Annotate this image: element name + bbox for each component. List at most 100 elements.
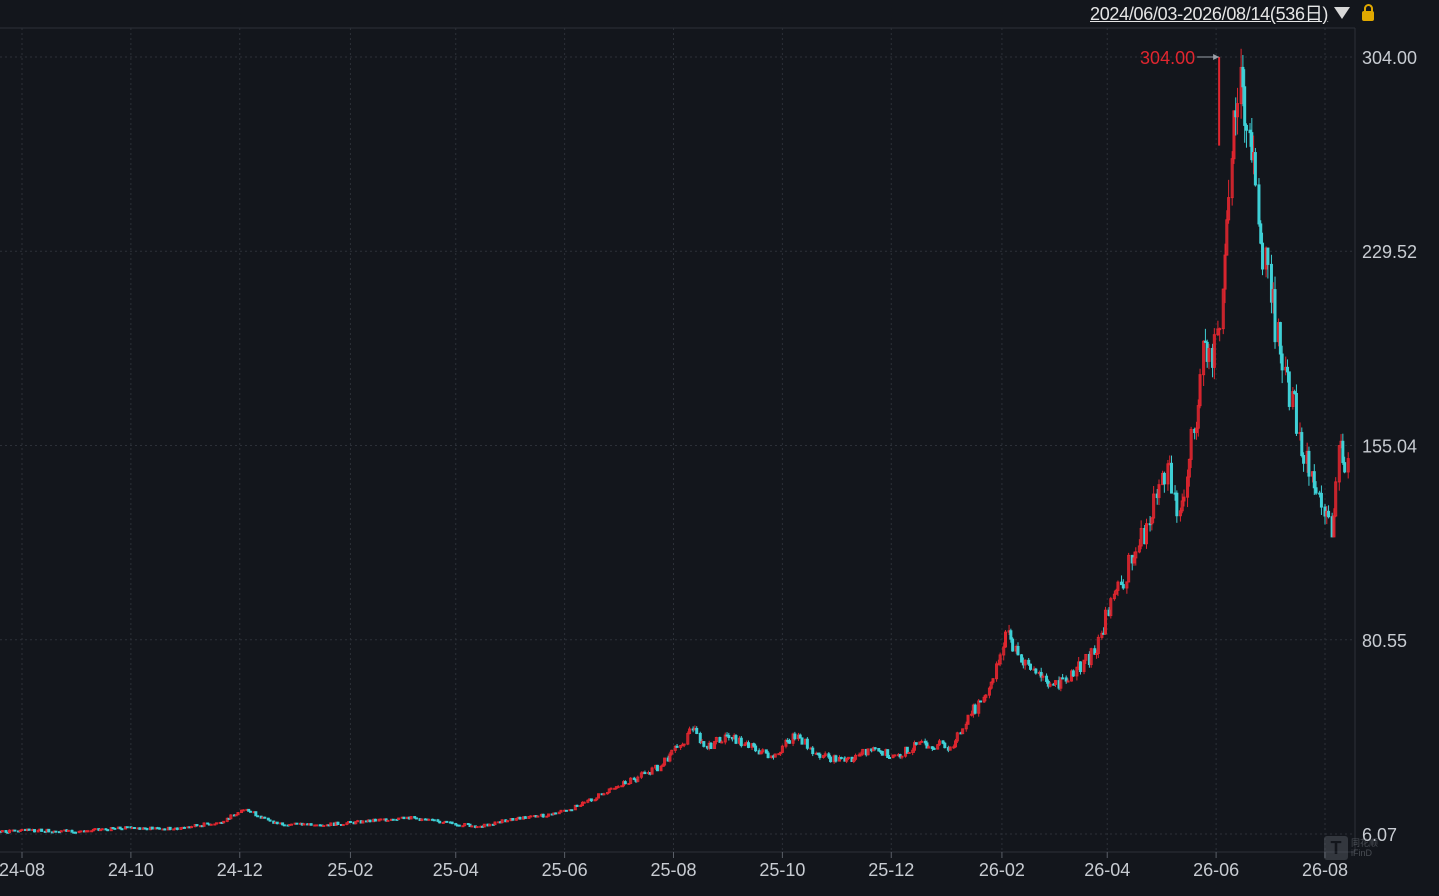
candle-body xyxy=(70,829,74,833)
candle-body xyxy=(1314,487,1318,494)
candle-body xyxy=(798,734,802,739)
candle-body xyxy=(900,755,904,758)
candle-body xyxy=(1109,598,1113,617)
candle-body xyxy=(754,745,758,752)
candle-body xyxy=(1053,680,1057,685)
candle-body xyxy=(1152,493,1156,519)
x-tick-label: 25-06 xyxy=(542,860,588,880)
candle-body xyxy=(4,830,8,833)
candle-body xyxy=(987,687,991,696)
candle-body xyxy=(734,735,738,744)
candle-body xyxy=(936,744,940,750)
candle-body xyxy=(629,777,633,784)
candle-body xyxy=(575,804,579,807)
date-range-selector[interactable]: 2024/06/03-2026/08/14(536日) xyxy=(1090,2,1375,24)
candle-body xyxy=(718,737,722,743)
candle-body xyxy=(254,811,258,817)
candle-body xyxy=(175,827,179,830)
candle-body xyxy=(688,728,692,735)
candle-body xyxy=(266,817,270,821)
candle-body xyxy=(1009,630,1013,640)
candle-body xyxy=(579,804,583,807)
candle-body xyxy=(1232,110,1236,160)
candle-body xyxy=(639,772,643,778)
candle-body xyxy=(764,749,768,754)
candle-body xyxy=(970,713,974,716)
candle-body xyxy=(821,755,825,758)
candle-body xyxy=(1243,86,1247,126)
candle-body xyxy=(397,817,401,820)
candle-body xyxy=(402,816,406,820)
candle-body xyxy=(1341,440,1345,464)
candle-body xyxy=(859,753,863,756)
candle-body xyxy=(582,801,586,804)
candle-body xyxy=(695,727,699,734)
candle-body xyxy=(463,823,467,827)
candle-body xyxy=(511,818,515,821)
candle-body xyxy=(961,728,965,735)
candle-body xyxy=(982,696,986,703)
x-tick-label: 26-08 xyxy=(1302,860,1348,880)
candle-body xyxy=(1078,661,1082,673)
candle-body xyxy=(514,818,518,821)
candle-body xyxy=(1202,340,1206,376)
candle-body xyxy=(379,818,383,821)
candle-body xyxy=(995,663,999,680)
candle-body xyxy=(506,820,510,823)
candle-body xyxy=(989,681,993,689)
candle-body xyxy=(1002,646,1006,656)
candle-body xyxy=(1250,132,1254,161)
lock-icon[interactable] xyxy=(1362,4,1375,21)
triangle-down-icon[interactable] xyxy=(1334,7,1351,19)
candle-body xyxy=(918,741,922,745)
candle-body xyxy=(59,830,63,833)
candle-body xyxy=(1089,648,1093,666)
date-range-label[interactable]: 2024/06/03-2026/08/14(536日) xyxy=(1090,4,1329,24)
candle-body xyxy=(1244,124,1248,131)
candle-body xyxy=(709,742,713,749)
candle-body xyxy=(275,821,279,825)
candle-body xyxy=(1150,517,1154,525)
candle-body xyxy=(887,757,891,760)
candle-body xyxy=(348,821,352,824)
candle-body xyxy=(779,751,783,755)
candle-body xyxy=(1178,510,1182,517)
candle-body xyxy=(163,828,167,831)
candle-body xyxy=(47,828,51,833)
candle-body xyxy=(602,793,606,796)
candle-body xyxy=(682,743,686,746)
candle-body xyxy=(818,753,822,758)
candle-body xyxy=(373,818,377,822)
candle-body xyxy=(966,714,970,725)
candle-body xyxy=(1291,391,1295,407)
candle-body xyxy=(1257,184,1261,225)
candle-body xyxy=(457,824,461,827)
candle-body xyxy=(636,776,640,782)
candle-body xyxy=(829,756,833,763)
candle-body xyxy=(559,809,563,813)
candle-body xyxy=(661,764,665,767)
x-tick-label: 25-10 xyxy=(759,860,805,880)
candle-body xyxy=(752,743,756,747)
x-tick-label: 26-06 xyxy=(1193,860,1239,880)
candle-body xyxy=(643,772,647,775)
candle-body xyxy=(1145,523,1149,545)
candle-body xyxy=(589,798,593,802)
candle-body xyxy=(182,826,186,829)
candle-body xyxy=(1319,492,1323,508)
x-tick-label: 24-08 xyxy=(0,860,45,880)
candle-body xyxy=(20,828,24,831)
candle-body xyxy=(234,814,238,817)
app-logo: T 同花顺 iFinD xyxy=(1324,836,1378,860)
x-tick-label: 25-12 xyxy=(868,860,914,880)
candle-body xyxy=(1278,322,1282,355)
candle-body xyxy=(8,829,12,834)
app-logo-line1: 同花顺 xyxy=(1351,838,1379,848)
candle-body xyxy=(877,748,881,752)
candle-body xyxy=(720,741,724,744)
candle-body xyxy=(793,733,797,740)
candle-body xyxy=(743,743,747,747)
candle-body xyxy=(241,809,245,812)
